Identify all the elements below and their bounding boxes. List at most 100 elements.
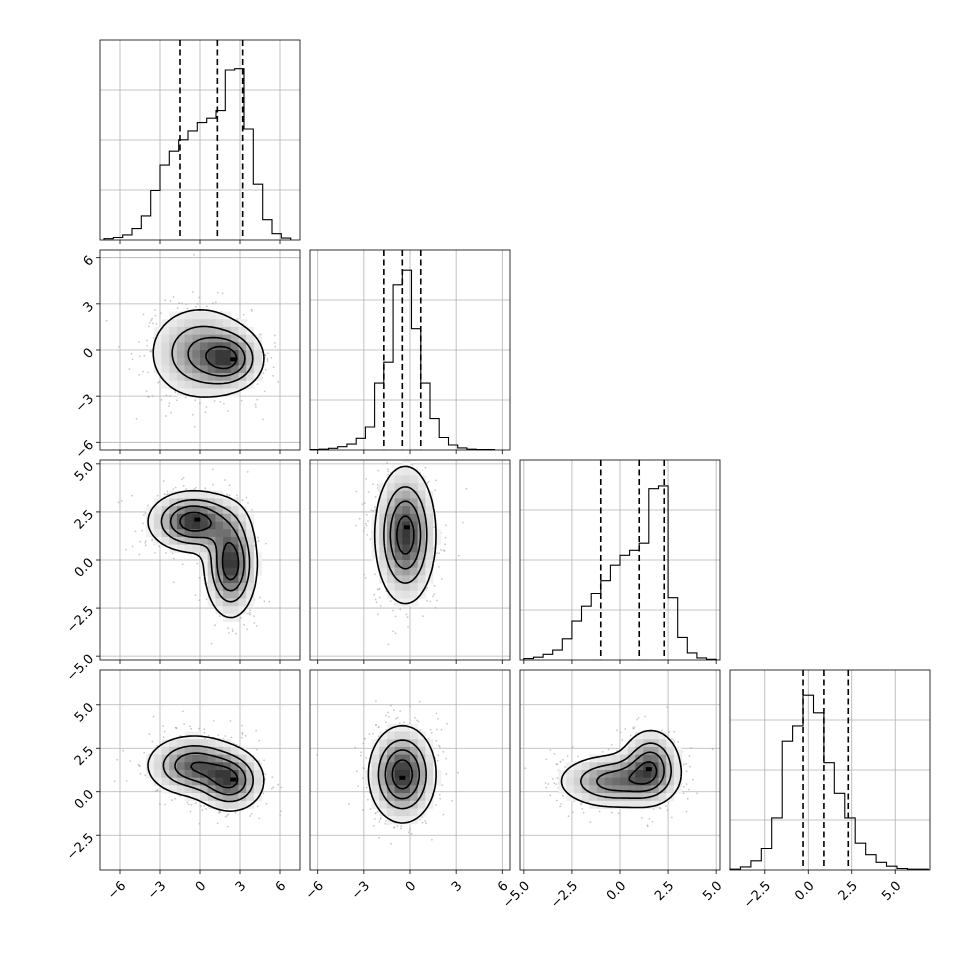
density-cell [246, 536, 255, 546]
sample-point [212, 468, 214, 471]
sample-point [230, 736, 233, 739]
density-cell [386, 793, 396, 802]
sample-point [377, 726, 380, 729]
sample-point [235, 632, 237, 635]
density-cell [230, 770, 239, 779]
sample-point [665, 805, 667, 807]
sample-point [216, 822, 219, 825]
density-cell [246, 770, 255, 779]
sample-point [128, 368, 131, 370]
sample-point [277, 783, 279, 786]
sample-point [686, 797, 689, 800]
density-cell [410, 731, 419, 740]
density-cell [215, 498, 224, 507]
sample-point [270, 357, 273, 359]
density-cell [230, 583, 239, 592]
density-cell [238, 357, 247, 366]
sample-point [374, 818, 376, 820]
density-cell [169, 754, 178, 763]
sample-point [271, 776, 274, 779]
density-cell [246, 521, 255, 530]
density-cell [425, 513, 434, 522]
sample-point [438, 794, 441, 796]
sample-point [131, 545, 134, 548]
density-cell [386, 808, 396, 817]
density-cell [433, 770, 442, 779]
sample-point [212, 302, 214, 305]
density-cell [200, 506, 209, 515]
sample-point [365, 513, 368, 516]
sample-point [174, 797, 176, 800]
sample-point [556, 763, 559, 766]
density-cell [200, 529, 209, 538]
sample-point [181, 302, 183, 305]
sample-point [379, 817, 382, 819]
sample-point [170, 799, 173, 802]
sample-point [151, 740, 154, 743]
sample-point [149, 350, 152, 353]
sample-point [384, 822, 387, 825]
density-cell [394, 506, 403, 515]
sample-point [405, 613, 408, 616]
density-cell [402, 560, 411, 569]
density-cell [417, 544, 426, 553]
sample-point [580, 802, 583, 804]
sample-point [193, 425, 196, 428]
density-cell [176, 754, 186, 763]
sample-point [589, 821, 592, 823]
sample-point [240, 399, 243, 402]
sample-point [426, 586, 428, 589]
density-cell [207, 373, 216, 382]
sample-point [365, 524, 368, 527]
density-cell [192, 739, 201, 748]
sample-point [387, 643, 390, 646]
sample-point [247, 612, 250, 615]
density-cell [169, 311, 178, 320]
sample-point [241, 499, 244, 502]
density-cell [230, 606, 239, 615]
sample-point [399, 710, 402, 712]
density-cell [207, 754, 216, 763]
sample-point [445, 757, 447, 760]
sample-point [174, 486, 177, 489]
contour-level-1 [383, 486, 428, 584]
density-cell [153, 777, 162, 786]
density-cell [238, 513, 247, 522]
density-cell [394, 498, 403, 507]
density-cell [184, 380, 193, 389]
sample-point [617, 812, 620, 815]
density-cell [176, 357, 186, 366]
density-cell [161, 342, 170, 351]
density-cell [230, 513, 239, 522]
sample-point [129, 760, 132, 762]
density-cell [238, 350, 247, 359]
density-cell [215, 777, 224, 786]
sample-point [445, 524, 447, 527]
sample-point [356, 770, 358, 773]
density-cell [386, 560, 396, 569]
sample-point [142, 370, 144, 373]
density-cell [223, 552, 232, 561]
sample-point [378, 820, 381, 823]
density-cell [200, 490, 209, 499]
density-cell [153, 334, 162, 343]
sample-point [432, 595, 434, 597]
sample-point [151, 317, 153, 320]
sample-point [251, 509, 253, 511]
sample-point [434, 606, 437, 609]
density-cell [246, 567, 255, 576]
sample-point [465, 487, 468, 490]
density-cell [417, 800, 426, 809]
density-cell [200, 311, 209, 320]
density-cell [402, 785, 411, 794]
density-cell [192, 319, 201, 328]
density-cell [200, 536, 209, 546]
sample-point [194, 399, 197, 402]
sample-point [549, 794, 552, 797]
sample-point [264, 542, 267, 545]
density-cell [379, 739, 388, 748]
sample-point [144, 512, 147, 515]
density-cell [176, 342, 186, 351]
sample-point [224, 735, 227, 737]
density-cell [417, 583, 426, 592]
